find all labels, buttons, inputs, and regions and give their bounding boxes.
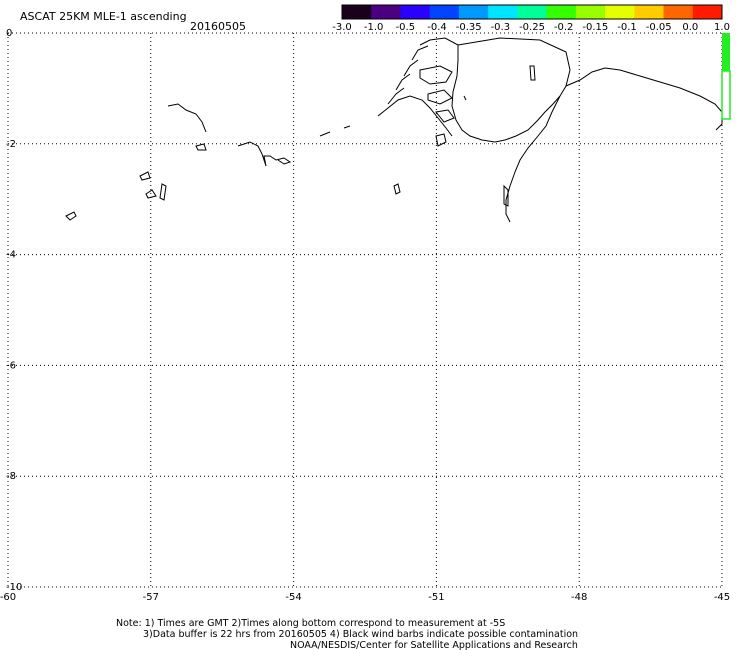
x-tick-label: -60 bbox=[0, 592, 16, 603]
coastline-marajo bbox=[451, 37, 571, 143]
x-tick-label: -48 bbox=[571, 592, 587, 603]
x-tick-label: -54 bbox=[285, 592, 301, 603]
colorbar-segment bbox=[575, 5, 606, 19]
coastline-west-2 bbox=[195, 143, 207, 151]
wind-data-patch bbox=[722, 33, 730, 71]
colorbar-label: 1.0 bbox=[714, 22, 730, 33]
coastline-small-islands bbox=[319, 65, 536, 207]
colorbar-segment bbox=[663, 5, 694, 19]
colorbar-segment bbox=[342, 5, 372, 19]
y-tick-label: 0 bbox=[6, 28, 12, 39]
colorbar-border bbox=[341, 4, 723, 20]
coastline-west-5 bbox=[65, 211, 77, 221]
colorbar-label: -0.25 bbox=[519, 22, 545, 33]
colorbar-label: -0.3 bbox=[491, 22, 511, 33]
x-tick-label: -45 bbox=[714, 592, 730, 603]
colorbar-segment bbox=[458, 5, 489, 19]
colorbar-label: -0.15 bbox=[582, 22, 608, 33]
colorbar: -3.0 -1.0 -0.5 -0.4 -0.35 -0.3 -0.25 -0.2 -0.15-… bbox=[332, 4, 730, 33]
axis-tick-labels: -60 -57 -54 -51 -48 -45 0 -2 -4 -6 -8 -10 bbox=[0, 28, 730, 603]
y-tick-label: -2 bbox=[6, 139, 16, 150]
colorbar-label: -0.35 bbox=[456, 22, 482, 33]
coastline-amapa bbox=[377, 37, 459, 137]
colorbar-segment bbox=[634, 5, 665, 19]
y-tick-label: -10 bbox=[6, 582, 22, 593]
coastline-amazon-islands bbox=[419, 65, 455, 123]
footer-note-1: Note: 1) Times are GMT 2)Times along bot… bbox=[116, 618, 505, 629]
colorbar-label: 0.0 bbox=[682, 22, 698, 33]
coastline-mainland-east bbox=[565, 67, 723, 131]
colorbar-label: -0.1 bbox=[617, 22, 637, 33]
colorbar-segment bbox=[488, 5, 518, 19]
colorbar-label: -0.05 bbox=[646, 22, 672, 33]
figure-date: 20160505 bbox=[190, 20, 246, 33]
colorbar-label: -0.4 bbox=[427, 22, 447, 33]
colorbar-segment bbox=[692, 5, 723, 19]
footer-note-3: NOAA/NESDIS/Center for Satellite Applica… bbox=[290, 640, 578, 650]
x-tick-label: -51 bbox=[428, 592, 444, 603]
colorbar-segment bbox=[400, 5, 431, 19]
colorbar-label: -3.0 bbox=[332, 22, 352, 33]
colorbar-segment bbox=[371, 5, 401, 19]
colorbar-segment bbox=[546, 5, 577, 19]
colorbar-segment bbox=[517, 5, 548, 19]
colorbar-segment bbox=[429, 5, 460, 19]
y-tick-label: -6 bbox=[6, 360, 16, 371]
footer-note-2: 3)Data buffer is 22 hrs from 20160505 4)… bbox=[143, 629, 578, 640]
map-frame bbox=[8, 33, 722, 587]
colorbar-segment bbox=[605, 5, 635, 19]
colorbar-label: -0.2 bbox=[554, 22, 574, 33]
map-area: -60 -57 -54 -51 -48 -45 0 -2 -4 -6 -8 -10 bbox=[0, 28, 731, 603]
y-tick-label: -4 bbox=[6, 250, 16, 261]
coastline-river-channel bbox=[505, 95, 561, 223]
y-tick-label: -8 bbox=[6, 471, 16, 482]
figure-title: ASCAT 25KM MLE-1 ascending bbox=[20, 10, 187, 23]
coastline-west-1 bbox=[167, 103, 207, 133]
grid-lines bbox=[7, 32, 723, 588]
coastline-west-3 bbox=[237, 141, 292, 167]
x-tick-label: -57 bbox=[143, 592, 159, 603]
coastline bbox=[65, 37, 723, 223]
wind-data-patch-outline bbox=[721, 70, 731, 120]
colorbar-label: -0.5 bbox=[396, 22, 416, 33]
coastline-west-4 bbox=[139, 171, 167, 201]
colorbar-label: -1.0 bbox=[364, 22, 384, 33]
